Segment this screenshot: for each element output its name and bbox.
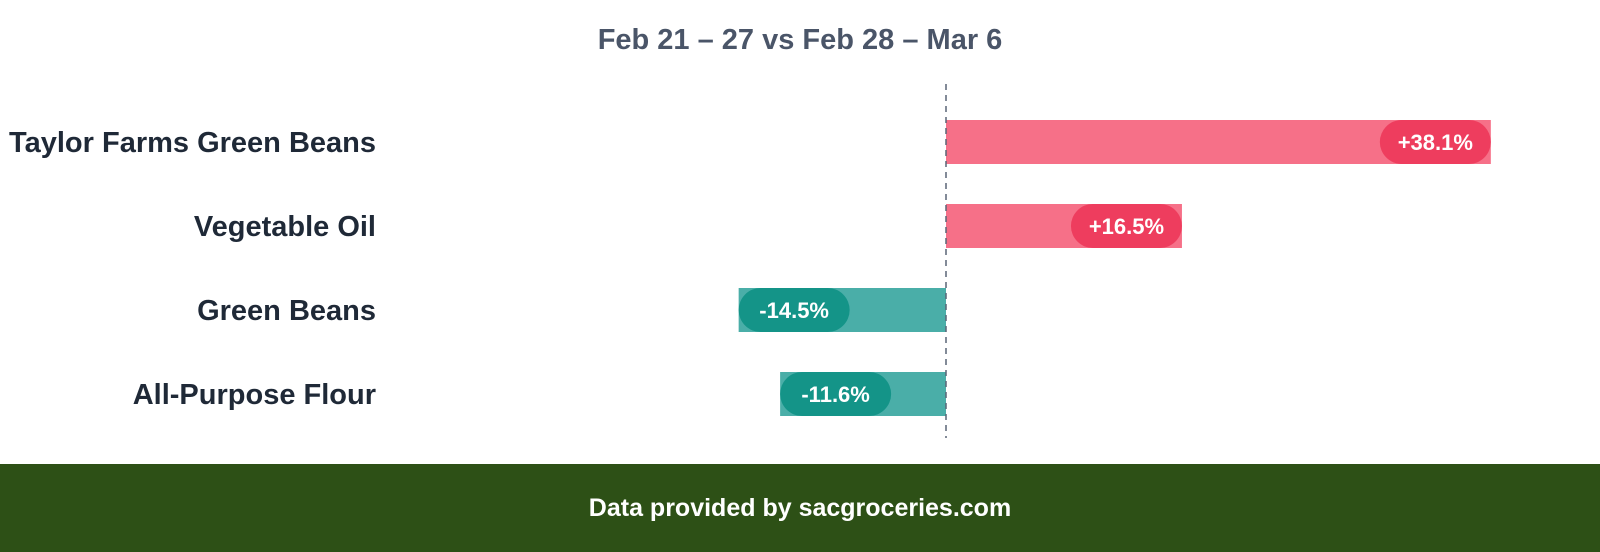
category-label-green-beans: Green Beans [197,295,376,327]
value-pill-all-purpose-flour [780,372,892,416]
chart-title: Feb 21 – 27 vs Feb 28 – Mar 6 [597,24,1003,56]
bar-chart: Taylor Farms Green Beans Vegetable Oil Gre… [9,84,1491,438]
value-pill-vegetable-oil [1070,204,1182,248]
category-label-taylor-farms-green-beans: Taylor Farms Green Beans [9,127,376,159]
footer-text: Data provided by sacgroceries.com [588,493,1012,522]
value-label-all-purpose-flour: -11.6% [801,382,870,407]
bars [738,120,1491,416]
value-label-taylor-farms-green-beans: +38.1% [1398,130,1473,155]
value-labels: +38.1% +16.5% -14.5% -11.6% [738,120,1491,416]
value-label-green-beans: -14.5% [759,298,829,323]
footer: Data provided by sacgroceries.com [0,464,1600,552]
category-label-vegetable-oil: Vegetable Oil [194,211,376,243]
category-label-all-purpose-flour: All-Purpose Flour [133,379,376,411]
value-label-vegetable-oil: +16.5% [1089,214,1164,239]
category-labels: Taylor Farms Green Beans Vegetable Oil Gre… [9,127,376,411]
value-pill-taylor-farms-green-beans [1379,120,1491,164]
value-pill-green-beans [738,288,850,332]
